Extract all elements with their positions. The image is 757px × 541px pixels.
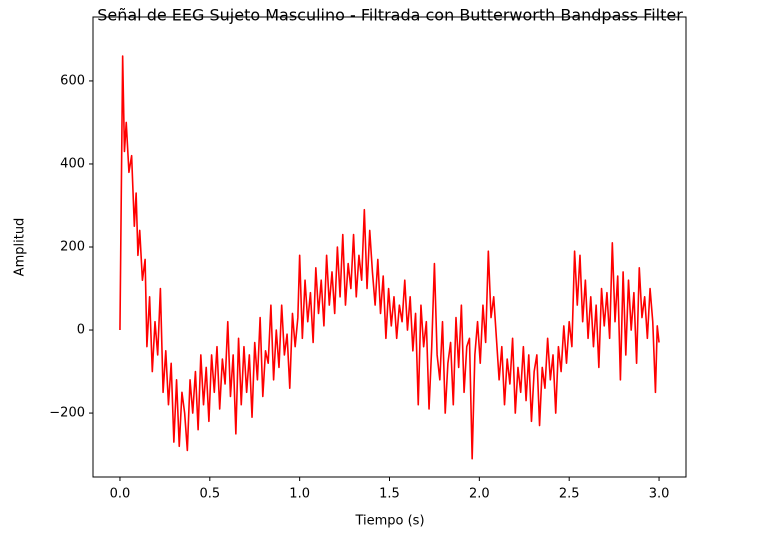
y-tick-label: 200 (60, 240, 85, 255)
y-tick-label: −200 (49, 406, 85, 421)
y-tick-label: 600 (60, 73, 85, 88)
x-tick-label: 1.5 (379, 487, 400, 502)
line-series (119, 55, 660, 460)
x-tick-label: 2.0 (469, 487, 490, 502)
x-tick-label: 1.0 (289, 487, 310, 502)
x-tick-label: 0.5 (199, 487, 220, 502)
x-tick-label: 3.0 (649, 487, 670, 502)
y-axis-label: Amplitud (13, 218, 28, 277)
y-tick-label: 0 (77, 323, 85, 338)
x-tick-label: 2.5 (559, 487, 580, 502)
x-axis-label: Tiempo (s) (354, 514, 424, 529)
y-tick-label: 400 (60, 156, 85, 171)
chart-title: Señal de EEG Sujeto Masculino - Filtrada… (97, 6, 683, 25)
x-tick-label: 0.0 (110, 487, 131, 502)
